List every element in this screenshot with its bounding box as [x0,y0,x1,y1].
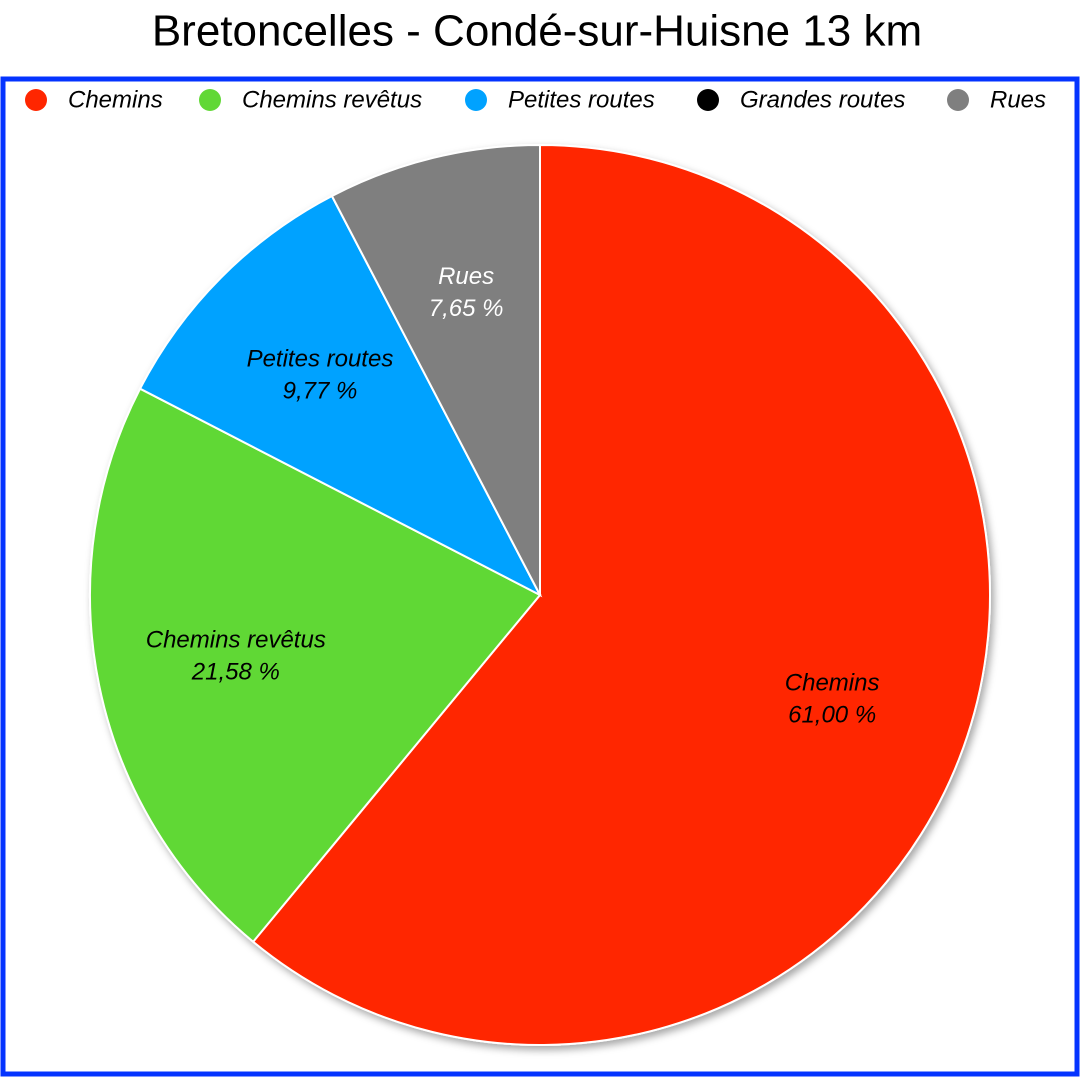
slice-category: Chemins revêtus [146,627,326,654]
legend-label: Chemins [68,86,163,113]
legend-label: Chemins revêtus [242,86,422,113]
legend-label: Grandes routes [740,86,905,113]
pie-slice [89,387,542,944]
slice-value: 21,58 % [191,659,280,686]
legend-marker [25,89,47,111]
slice-category: Petites routes [247,345,394,372]
legend-marker [199,89,221,111]
pie-slice [330,143,541,596]
chart-title: Bretoncelles - Condé-sur-Huisne 13 km [152,7,922,56]
legend-marker [947,89,969,111]
slice-value: 9,77 % [283,377,358,404]
chart-frame [0,76,1080,1077]
slice-category: Rues [438,263,494,290]
pie-slice [138,194,543,598]
pie [89,143,991,1046]
legend-label: Rues [990,86,1046,113]
slice-category: Chemins [785,670,880,697]
legend-marker [697,89,719,111]
slice-value: 7,65 % [429,295,504,322]
slice-value: 61,00 % [788,702,876,729]
pie-slice [251,143,991,1046]
legend-marker [465,89,487,111]
legend-label: Petites routes [508,86,655,113]
